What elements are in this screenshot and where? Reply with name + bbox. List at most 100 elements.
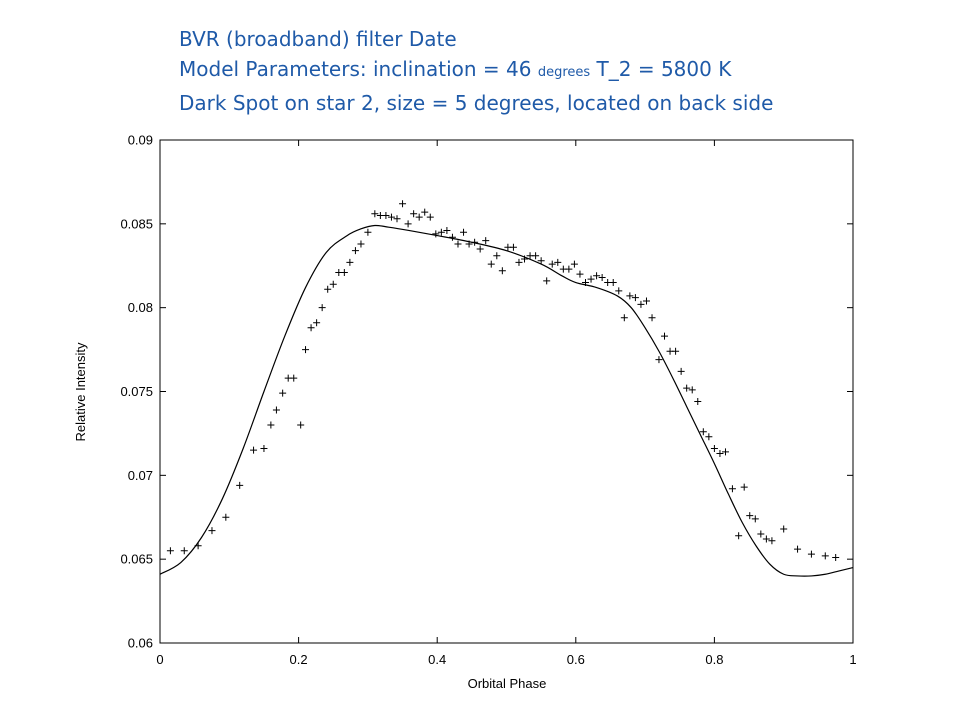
chart-title: BVR (broadband) filter Date Model Parame… [179, 24, 773, 118]
y-tick-label: 0.09 [128, 133, 153, 148]
title-line-2-main: Model Parameters: inclination = 46 [179, 57, 538, 81]
data-point-marker [364, 228, 372, 236]
data-point-marker [437, 228, 445, 236]
data-point-marker [735, 532, 743, 540]
x-tick-label: 0.8 [705, 652, 723, 667]
data-point-marker [672, 347, 680, 355]
data-point-marker [537, 257, 545, 265]
data-point-marker [699, 428, 707, 436]
data-point-marker [404, 220, 412, 228]
data-point-marker [476, 245, 484, 253]
data-point-marker [357, 240, 365, 248]
data-point-marker [587, 275, 595, 283]
title-line-2-unit: degrees [537, 65, 591, 80]
data-point-marker [716, 450, 724, 458]
data-point-marker [393, 215, 401, 223]
data-point-marker [832, 553, 840, 561]
data-point-marker [448, 233, 456, 241]
data-point-marker [677, 367, 685, 375]
data-point-marker [382, 211, 390, 219]
y-tick-label: 0.08 [128, 300, 153, 315]
data-point-marker [620, 314, 628, 322]
data-point-marker [740, 483, 748, 491]
data-point-marker [762, 535, 770, 543]
data-point-marker [351, 247, 359, 255]
data-point-marker [208, 527, 216, 535]
data-point-marker [593, 272, 601, 280]
data-point-marker [648, 314, 656, 322]
title-line-1: BVR (broadband) filter Date [179, 27, 457, 51]
x-axis-label: Orbital Phase [468, 676, 547, 691]
data-point-marker [222, 513, 230, 521]
data-point-marker [721, 448, 729, 456]
data-point-marker [454, 240, 462, 248]
data-point-marker [780, 525, 788, 533]
data-point-marker [521, 255, 529, 263]
data-point-marker [631, 294, 639, 302]
x-tick-label: 0.4 [428, 652, 446, 667]
data-point-marker [642, 297, 650, 305]
data-point-marker [821, 552, 829, 560]
data-point-marker [290, 374, 298, 382]
title-line-3: Dark Spot on star 2, size = 5 degrees, l… [179, 91, 774, 115]
data-point-marker [768, 537, 776, 545]
data-point-marker [272, 406, 280, 414]
data-point-marker [493, 252, 501, 260]
data-point-marker [661, 332, 669, 340]
y-tick-label: 0.07 [128, 468, 153, 483]
data-point-marker [415, 213, 423, 221]
data-point-marker [570, 260, 578, 268]
y-tick-label: 0.06 [128, 636, 153, 651]
data-point-marker [794, 545, 802, 553]
data-point-marker [609, 279, 617, 287]
data-point-marker [683, 384, 691, 392]
data-point-marker [180, 547, 188, 555]
axis-ticks: 0 0.2 0.4 0.6 0.8 1 0.06 0.065 0.07 0.075 0.08 0.08… [120, 133, 856, 668]
data-point-marker [410, 210, 418, 218]
data-points-layer [166, 200, 840, 561]
data-point-marker [340, 268, 348, 276]
data-point-marker [582, 279, 590, 287]
model-curve-layer [159, 224, 854, 577]
title-line-2: Model Parameters: inclination = 46 degre… [179, 54, 773, 88]
data-point-marker [626, 292, 634, 300]
data-point-marker [387, 213, 395, 221]
data-point-marker [576, 270, 584, 278]
data-point-marker [532, 252, 540, 260]
data-point-marker [250, 446, 258, 454]
data-point-marker [460, 228, 468, 236]
data-point-marker [443, 227, 451, 235]
data-point-marker [346, 258, 354, 266]
x-tick-label: 1 [849, 652, 856, 667]
data-point-marker [746, 512, 754, 520]
data-point-marker [318, 304, 326, 312]
data-point-marker [807, 550, 815, 558]
data-point-marker [329, 280, 337, 288]
y-tick-label: 0.085 [120, 216, 153, 231]
data-point-marker [471, 238, 479, 246]
x-tick-label: 0.2 [290, 652, 308, 667]
data-point-marker [267, 421, 275, 429]
y-axis-label: Relative Intensity [73, 342, 88, 441]
data-point-marker [757, 530, 765, 538]
data-point-marker [166, 547, 174, 555]
data-point-marker [302, 346, 310, 354]
data-point-marker [710, 445, 718, 453]
data-point-marker [487, 260, 495, 268]
data-point-marker [615, 287, 623, 295]
data-point-marker [498, 267, 506, 275]
data-point-marker [694, 398, 702, 406]
title-line-2-temp: T_2 = 5800 K [590, 57, 732, 81]
data-point-marker [279, 389, 287, 397]
data-point-marker [598, 273, 606, 281]
data-point-marker [421, 208, 429, 216]
data-point-marker [236, 481, 244, 489]
data-point-marker [554, 258, 562, 266]
data-point-marker [751, 515, 759, 523]
y-tick-label: 0.065 [120, 552, 153, 567]
data-point-marker [509, 243, 517, 251]
data-point-marker [728, 485, 736, 493]
data-point-marker [705, 433, 713, 441]
data-point-marker [260, 445, 268, 453]
